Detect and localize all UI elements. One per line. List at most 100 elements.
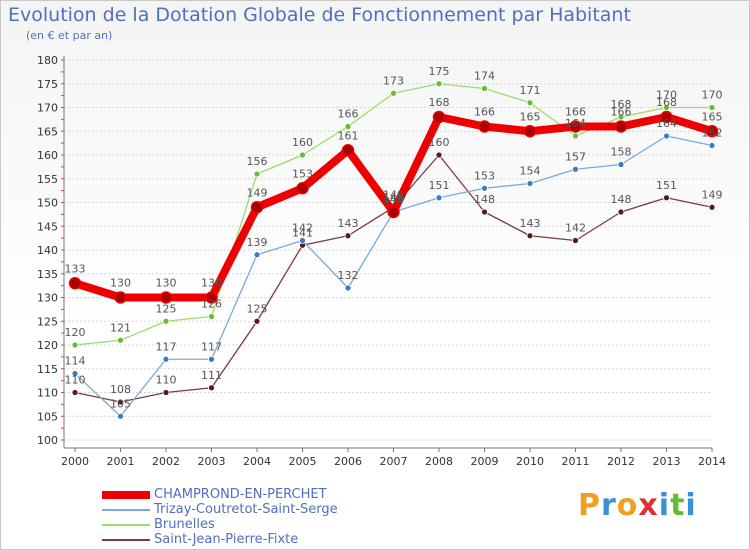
data-label: 168 — [429, 96, 450, 109]
legend-label: Saint-Jean-Pierre-Fixte — [154, 532, 299, 547]
data-label: 114 — [65, 355, 86, 368]
legend-label: Brunelles — [154, 517, 215, 532]
data-label: 111 — [201, 369, 222, 382]
series-0 — [68, 110, 719, 304]
logo-letter: P — [578, 488, 601, 523]
logo-letter: i — [685, 488, 697, 523]
data-point — [344, 232, 352, 240]
data-point — [117, 336, 124, 344]
data-point — [663, 104, 670, 111]
y-tick-label: 135 — [37, 268, 58, 281]
data-label: 151 — [429, 179, 450, 192]
data-point — [523, 125, 537, 138]
x-tick-label: 2013 — [653, 455, 681, 468]
data-label: 174 — [474, 70, 495, 83]
proxiti-logo: Proxiti — [578, 488, 697, 523]
y-tick-label: 175 — [37, 78, 58, 91]
data-label: 160 — [292, 136, 313, 149]
data-label: 173 — [383, 74, 404, 87]
y-tick-label: 150 — [37, 197, 58, 210]
data-label: 149 — [247, 186, 268, 199]
x-tick-label: 2004 — [243, 455, 271, 468]
data-point — [617, 113, 625, 121]
data-label: 148 — [474, 193, 495, 206]
data-label: 143 — [338, 217, 359, 230]
data-label: 166 — [565, 106, 586, 119]
logo-letter: r — [601, 488, 617, 523]
data-point — [341, 144, 355, 157]
data-label: 126 — [201, 298, 222, 311]
data-point — [253, 317, 261, 325]
y-tick-label: 130 — [37, 292, 58, 305]
data-label: 165 — [520, 110, 541, 123]
data-point — [663, 194, 670, 202]
data-point — [617, 208, 625, 216]
data-label: 168 — [611, 98, 632, 111]
data-point — [432, 110, 446, 124]
data-label: 170 — [702, 89, 723, 102]
logo-letter: x — [638, 488, 659, 523]
y-tick-label: 120 — [37, 339, 58, 352]
legend-swatch — [102, 538, 150, 541]
data-point — [435, 194, 443, 202]
data-point — [253, 251, 261, 259]
data-label: 166 — [611, 106, 632, 119]
data-point — [614, 120, 628, 133]
data-point — [344, 123, 352, 130]
data-label: 153 — [292, 167, 313, 180]
data-point — [660, 110, 673, 124]
legend-item: CHAMPROND-EN-PERCHET — [102, 487, 338, 502]
legend-item: Brunelles — [102, 517, 338, 532]
data-label: 130 — [156, 277, 177, 290]
data-label: 148 — [383, 191, 404, 204]
data-point — [526, 99, 534, 107]
y-tick-label: 155 — [37, 173, 58, 186]
legend-label: Trizay-Coutretot-Saint-Serge — [154, 502, 338, 517]
logo-letter: t — [670, 488, 686, 523]
data-label: 158 — [611, 146, 632, 159]
data-point — [162, 317, 170, 325]
data-label: 161 — [338, 129, 359, 142]
data-label: 153 — [474, 169, 495, 182]
data-point — [705, 125, 719, 138]
data-point — [71, 389, 79, 396]
data-point — [708, 142, 716, 149]
axes: 100 105 110 115 120 125 130 135 140 145 150 155 160 1… — [37, 54, 726, 468]
y-tick-label: 165 — [37, 125, 58, 138]
x-tick-label: 2010 — [516, 455, 544, 468]
logo-letter: i — [658, 488, 671, 523]
data-label: 164 — [656, 117, 677, 130]
x-tick-label: 2012 — [607, 455, 635, 468]
data-point — [708, 203, 716, 211]
data-point — [663, 132, 670, 140]
data-label: 149 — [383, 188, 404, 201]
data-point — [481, 85, 488, 92]
data-label: 164 — [565, 117, 586, 130]
data-label: 125 — [156, 302, 177, 315]
data-label: 149 — [702, 188, 723, 201]
x-tick-label: 2007 — [380, 455, 408, 468]
logo-letter: o — [616, 488, 639, 523]
data-label: 175 — [429, 65, 450, 78]
y-tick-label: 105 — [37, 410, 58, 423]
data-point — [526, 180, 534, 187]
data-label: 170 — [656, 89, 677, 102]
data-label: 148 — [383, 193, 404, 206]
data-label: 130 — [201, 277, 222, 290]
data-point — [250, 201, 264, 214]
data-label: 143 — [520, 217, 541, 230]
x-tick-label: 2006 — [334, 455, 362, 468]
data-label: 141 — [292, 226, 313, 239]
y-tick-label: 170 — [37, 102, 58, 115]
data-point — [572, 132, 579, 140]
data-label: 132 — [338, 269, 359, 282]
legend-label: CHAMPROND-EN-PERCHET — [154, 487, 327, 502]
chart-subtitle: (en € et par an) — [26, 29, 113, 42]
data-point — [299, 237, 306, 244]
data-point — [71, 341, 79, 349]
data-point — [117, 412, 124, 420]
data-point — [68, 277, 82, 290]
y-tick-label: 110 — [37, 387, 58, 400]
y-tick-label: 100 — [37, 434, 58, 447]
